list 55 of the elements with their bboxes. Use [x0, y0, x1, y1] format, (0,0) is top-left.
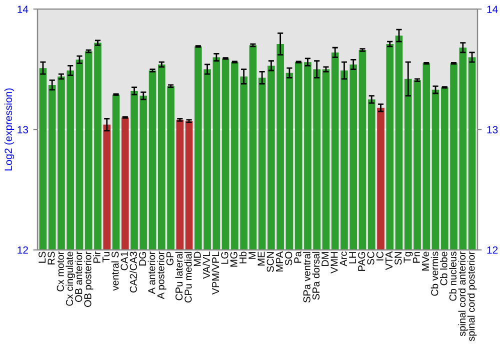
x-tick-label: MG [230, 252, 238, 267]
x-tick-label: Cb vermis [430, 252, 438, 296]
x-tick-label: LS [38, 252, 46, 263]
x-tick-label: CPu medial [184, 252, 192, 302]
x-tick-label: MD [194, 252, 201, 266]
x-tick-label: Tg [404, 252, 413, 263]
x-tick-label: SCN [266, 252, 274, 272]
y-axis-title: Log2 (expression) [4, 88, 14, 170]
x-tick-label: DM [322, 252, 329, 266]
x-tick-label: RS [48, 252, 55, 264]
y-tick-label: 14 [18, 6, 28, 13]
x-tick-label: VA/VL [202, 252, 210, 279]
x-tick-label: A posterior [156, 251, 166, 300]
x-tick-label: Cb lobe [440, 252, 448, 286]
x-tick-label: Cx motor [56, 251, 64, 292]
x-tick-label: M [248, 252, 256, 259]
y2-tick-label: 12 [487, 246, 498, 254]
x-tick-label: IC [376, 252, 384, 260]
y2-tick-label: 13 [487, 126, 498, 134]
x-tick-label: Cx cingulate [66, 252, 76, 306]
x-tick-label: SPa ventral [303, 252, 310, 303]
x-tick-label: VTA [386, 251, 392, 270]
x-tick-label: VPM/VPL [212, 252, 220, 295]
x-tick-label: DG [138, 252, 146, 266]
x-tick-label: ventral S [111, 252, 119, 291]
x-tick-label: spinal cord posterior [467, 251, 477, 342]
x-tick-label: ME [258, 252, 265, 266]
x-tick-label: SPa dorsal [312, 252, 320, 300]
y2-tick-label: 14 [487, 6, 498, 13]
x-tick-label: CA2/CA3 [130, 252, 137, 292]
x-tick-label: CA1 [120, 252, 128, 270]
x-tick-label: Pa [294, 251, 302, 263]
x-tick-label: spinal cord anterior [458, 251, 468, 336]
x-tick-label: Hb [239, 252, 246, 264]
x-tick-label: A anterior [148, 251, 156, 294]
x-tick-label: MPA [276, 251, 283, 272]
x-tick-label: PAG [358, 252, 366, 271]
x-tick-label: Pir [93, 251, 100, 263]
x-tick-label: LH [349, 252, 356, 264]
x-tick-label: Pn [412, 252, 420, 263]
x-tick-label: LG [221, 252, 228, 264]
x-tick-label: Cb nucleus [449, 252, 456, 301]
y-tick-label: 13 [18, 126, 28, 134]
x-tick-label: SN [394, 252, 402, 265]
x-tick-label: Tu [102, 252, 110, 262]
x-tick-label: SC [367, 252, 374, 265]
x-tick-label: OB posterior [84, 251, 94, 307]
x-tick-label: GP [166, 252, 174, 266]
x-tick-label: VMH [330, 252, 338, 274]
x-tick-label: CPu lateral [175, 252, 183, 300]
x-tick-label: SO [285, 252, 292, 266]
x-tick-label: Arc [340, 252, 347, 266]
x-tick-label: MVe [422, 252, 430, 270]
y-tick-label: 12 [18, 246, 28, 254]
x-tick-label: OB anterior [74, 251, 82, 302]
